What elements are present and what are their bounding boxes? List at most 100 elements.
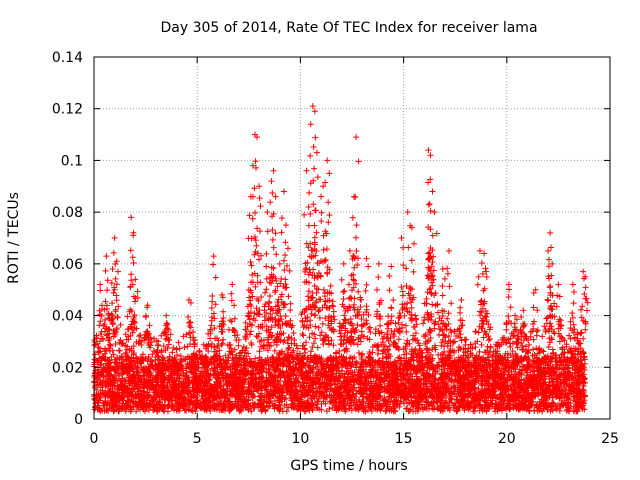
data-point xyxy=(299,317,306,324)
data-point xyxy=(351,307,358,314)
data-point xyxy=(395,336,402,343)
data-point xyxy=(314,344,321,351)
data-point xyxy=(337,333,344,340)
data-point xyxy=(571,334,578,341)
data-point xyxy=(542,328,549,335)
data-point xyxy=(503,326,510,333)
data-point xyxy=(322,315,329,322)
data-point xyxy=(570,321,577,328)
data-point xyxy=(262,289,269,296)
data-point xyxy=(514,339,521,346)
data-point xyxy=(315,308,322,315)
data-point xyxy=(385,321,392,328)
data-point xyxy=(285,334,292,341)
grid-lines xyxy=(94,57,610,419)
data-point xyxy=(137,332,144,339)
data-point xyxy=(556,338,563,345)
data-point xyxy=(248,302,255,309)
data-point xyxy=(235,342,242,349)
data-point xyxy=(102,298,109,305)
data-point xyxy=(308,247,315,254)
data-point xyxy=(347,294,354,301)
data-point xyxy=(220,336,227,343)
data-point xyxy=(301,279,308,286)
data-point xyxy=(181,344,188,351)
data-point xyxy=(309,344,316,351)
data-point xyxy=(266,298,273,305)
data-point xyxy=(315,324,322,331)
data-point xyxy=(519,342,526,349)
data-point xyxy=(216,347,223,354)
data-point xyxy=(412,337,419,344)
data-point xyxy=(300,332,307,339)
data-point xyxy=(359,350,366,357)
data-point xyxy=(579,303,586,310)
data-point xyxy=(208,305,215,312)
chart-title: Day 305 of 2014, Rate Of TEC Index for r… xyxy=(160,20,537,36)
data-point xyxy=(478,341,485,348)
data-point xyxy=(266,279,273,286)
data-point xyxy=(486,335,493,342)
data-point xyxy=(472,328,479,335)
data-point xyxy=(403,405,410,412)
data-point xyxy=(175,339,182,346)
data-point xyxy=(98,335,105,342)
data-point xyxy=(108,353,115,360)
data-point xyxy=(375,347,382,354)
data-point xyxy=(117,321,124,328)
data-point xyxy=(112,308,119,315)
data-point xyxy=(354,262,361,269)
data-point xyxy=(403,340,410,347)
data-point xyxy=(487,344,494,351)
data-point xyxy=(366,324,373,331)
data-point xyxy=(177,353,184,360)
data-point xyxy=(509,347,516,354)
data-point xyxy=(154,341,161,348)
data-point xyxy=(369,349,376,356)
data-point xyxy=(328,337,335,344)
data-point xyxy=(539,333,546,340)
data-point xyxy=(385,346,392,353)
data-point xyxy=(422,338,429,345)
data-point xyxy=(475,329,482,336)
data-point xyxy=(545,297,552,304)
data-point xyxy=(311,222,318,229)
data-point xyxy=(268,280,275,287)
data-point xyxy=(264,347,271,354)
data-point xyxy=(525,337,532,344)
data-point xyxy=(133,408,140,415)
data-point xyxy=(547,408,554,415)
data-point xyxy=(306,253,313,260)
data-point xyxy=(533,345,540,352)
data-point xyxy=(484,343,491,350)
data-point xyxy=(208,322,215,329)
data-point xyxy=(106,341,113,348)
data-point xyxy=(391,339,398,346)
data-point xyxy=(566,332,573,339)
data-point xyxy=(374,308,381,315)
data-point xyxy=(170,344,177,351)
data-point xyxy=(330,308,337,315)
data-point xyxy=(412,312,419,319)
data-point xyxy=(520,346,527,353)
data-point xyxy=(365,325,372,332)
data-point xyxy=(580,335,587,342)
data-point xyxy=(541,323,548,330)
data-point xyxy=(577,330,584,337)
data-point xyxy=(476,348,483,355)
data-point xyxy=(243,326,250,333)
data-point xyxy=(116,347,123,354)
data-point xyxy=(351,264,358,271)
data-points xyxy=(91,103,591,415)
data-point xyxy=(274,283,281,290)
data-point xyxy=(456,344,463,351)
data-point xyxy=(353,247,360,254)
data-point xyxy=(329,298,336,305)
data-point xyxy=(253,242,260,249)
data-point xyxy=(567,335,574,342)
data-point xyxy=(306,334,313,341)
data-point xyxy=(247,328,254,335)
data-point xyxy=(222,352,229,359)
data-point xyxy=(302,260,309,267)
